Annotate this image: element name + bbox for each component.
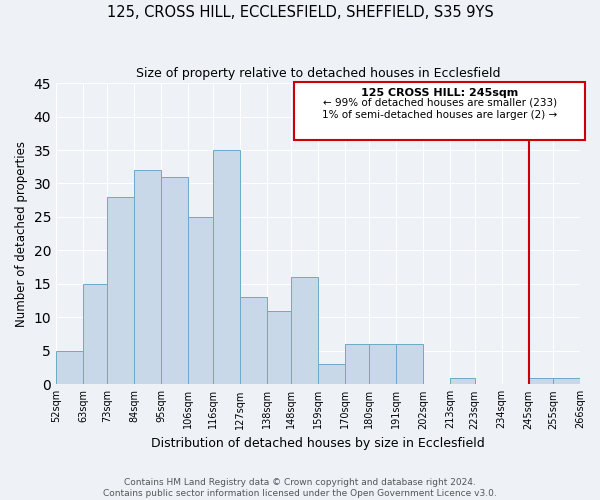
Y-axis label: Number of detached properties: Number of detached properties — [15, 140, 28, 326]
Text: ← 99% of detached houses are smaller (233): ← 99% of detached houses are smaller (23… — [323, 98, 557, 108]
Bar — [188, 217, 213, 384]
X-axis label: Distribution of detached houses by size in Ecclesfield: Distribution of detached houses by size … — [151, 437, 485, 450]
Bar — [397, 344, 424, 385]
Bar — [161, 177, 188, 384]
Bar — [318, 364, 345, 384]
Title: Size of property relative to detached houses in Ecclesfield: Size of property relative to detached ho… — [136, 68, 500, 80]
Bar — [291, 277, 318, 384]
Bar — [266, 310, 291, 384]
Text: Contains HM Land Registry data © Crown copyright and database right 2024.
Contai: Contains HM Land Registry data © Crown c… — [103, 478, 497, 498]
Text: 125, CROSS HILL, ECCLESFIELD, SHEFFIELD, S35 9YS: 125, CROSS HILL, ECCLESFIELD, SHEFFIELD,… — [107, 5, 493, 20]
Text: 125 CROSS HILL: 245sqm: 125 CROSS HILL: 245sqm — [361, 88, 518, 98]
Bar — [134, 170, 161, 384]
Bar — [370, 344, 397, 385]
Text: 1% of semi-detached houses are larger (2) →: 1% of semi-detached houses are larger (2… — [322, 110, 557, 120]
Bar — [553, 378, 580, 384]
Bar — [529, 378, 553, 384]
Bar — [213, 150, 239, 384]
Bar — [83, 284, 107, 384]
Bar — [56, 351, 83, 384]
Bar — [107, 197, 134, 384]
Bar — [345, 344, 370, 385]
Bar — [239, 298, 266, 384]
Bar — [450, 378, 475, 384]
FancyBboxPatch shape — [295, 82, 585, 140]
